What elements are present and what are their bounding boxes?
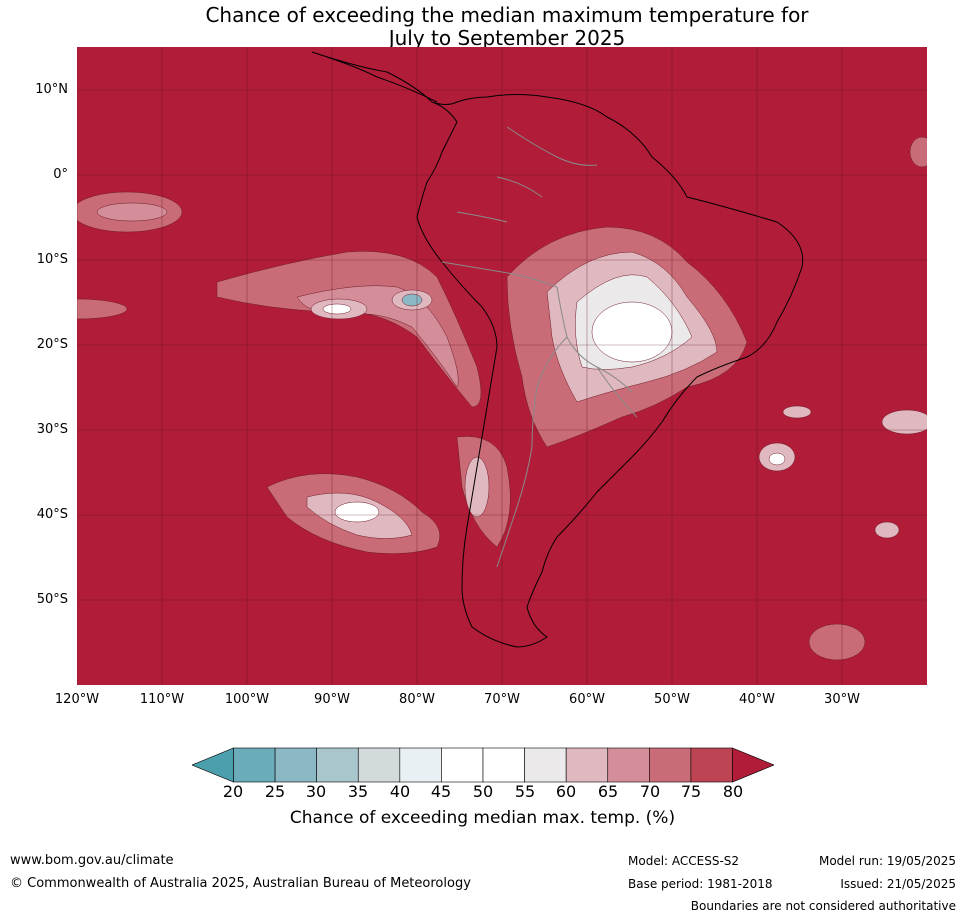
colorbar-cell — [274, 747, 317, 783]
model-run-text: Model run: 19/05/2025 — [818, 854, 956, 868]
colorbar-cell — [607, 747, 650, 783]
colorbar-cell — [233, 747, 276, 783]
colorbar-tick: 60 — [555, 782, 577, 801]
lat-label-40s: 40°S — [36, 507, 68, 522]
colorbar-tick: 65 — [597, 782, 619, 801]
copyright-text: © Commonwealth of Australia 2025, Austra… — [10, 876, 471, 891]
colorbar-tick: 40 — [389, 782, 411, 801]
lon-label-90w: 90°W — [314, 692, 350, 707]
colorbar-cell — [565, 747, 609, 783]
forecast-map-svg — [77, 47, 927, 685]
lon-label-30w: 30°W — [824, 692, 860, 707]
colorbar-tick: 25 — [264, 782, 286, 801]
lat-label-50s: 50°S — [36, 592, 68, 607]
graticule — [77, 47, 927, 685]
lat-label-30s: 30°S — [36, 422, 68, 437]
colorbar-tick: 80 — [722, 782, 744, 801]
colorbar-extend-high — [732, 747, 775, 783]
website-text: www.bom.gov.au/climate — [10, 853, 174, 868]
colorbar-cell — [316, 747, 359, 783]
colorbar-cell — [441, 747, 484, 783]
lon-label-120w: 120°W — [54, 692, 100, 707]
lat-label-0: 0° — [53, 167, 68, 182]
colorbar-cell — [649, 747, 692, 783]
lat-label-20s: 20°S — [36, 337, 68, 352]
colorbar-cell — [399, 747, 442, 783]
colorbar-tick: 70 — [639, 782, 661, 801]
lon-label-70w: 70°W — [484, 692, 520, 707]
colorbar-svg — [191, 747, 775, 783]
base-period-text: Base period: 1981-2018 — [628, 877, 773, 891]
disclaimer-text: Boundaries are not considered authoritat… — [690, 899, 956, 913]
map-title: Chance of exceeding the median maximum t… — [0, 4, 965, 50]
colorbar-tick: 30 — [305, 782, 327, 801]
forecast-map — [77, 47, 927, 685]
colorbar-extend-low — [191, 747, 234, 783]
title-line-1: Chance of exceeding the median maximum t… — [205, 3, 809, 27]
colorbar-tick: 50 — [472, 782, 494, 801]
colorbar-tick: 45 — [430, 782, 452, 801]
lon-label-60w: 60°W — [569, 692, 605, 707]
probability-contours — [77, 136, 927, 661]
colorbar-cell — [524, 747, 567, 783]
colorbar-tick: 55 — [514, 782, 536, 801]
country-borders — [441, 126, 638, 568]
colorbar-tick: 20 — [222, 782, 244, 801]
lon-label-100w: 100°W — [224, 692, 270, 707]
colorbar-cell — [690, 747, 733, 783]
lat-label-10n: 10°N — [35, 82, 68, 97]
colorbar-cell — [357, 747, 401, 783]
issued-text: Issued: 21/05/2025 — [840, 877, 956, 891]
lat-label-10s: 10°S — [36, 252, 68, 267]
colorbar-tick: 75 — [680, 782, 702, 801]
lon-label-40w: 40°W — [739, 692, 775, 707]
colorbar-cell — [482, 747, 525, 783]
title-line-2: July to September 2025 — [388, 26, 626, 50]
model-text: Model: ACCESS-S2 — [628, 854, 740, 868]
coastlines — [311, 51, 804, 648]
lon-label-80w: 80°W — [399, 692, 435, 707]
lon-label-50w: 50°W — [654, 692, 690, 707]
lon-label-110w: 110°W — [139, 692, 185, 707]
colorbar-label: Chance of exceeding median max. temp. (%… — [289, 808, 676, 828]
colorbar-tick: 35 — [347, 782, 369, 801]
colorbar — [191, 747, 775, 783]
